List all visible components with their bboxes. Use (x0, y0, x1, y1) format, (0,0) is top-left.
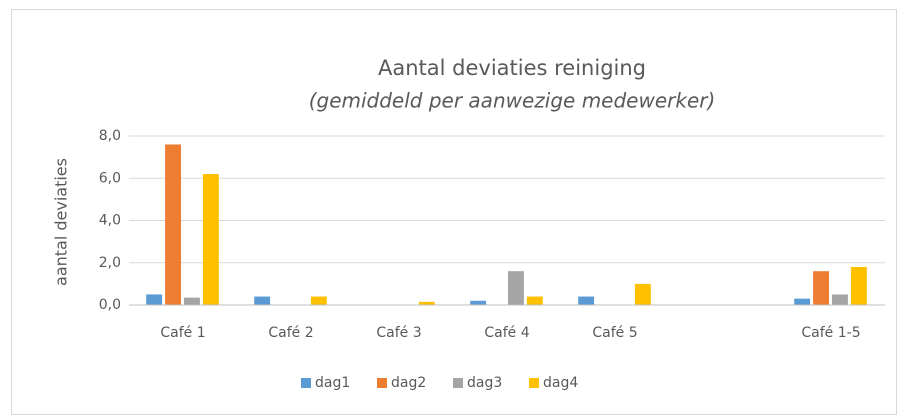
x-tick-label: Café 4 (484, 325, 529, 341)
legend-swatch (529, 378, 539, 388)
chart-title: Aantal deviaties reiniging (378, 56, 646, 80)
bar (254, 296, 271, 305)
chart-border (11, 9, 897, 415)
y-tick-label: 2,0 (99, 255, 121, 271)
bar (165, 144, 181, 305)
bar (184, 297, 200, 305)
legend-label: dag3 (467, 375, 502, 391)
x-tick-label: Café 3 (376, 325, 421, 341)
bar (418, 301, 435, 305)
y-tick-label: 6,0 (99, 170, 121, 186)
x-tick-label: Café 2 (268, 325, 313, 341)
x-tick-label: Café 1 (160, 325, 205, 341)
legend-swatch (301, 378, 311, 388)
bar (578, 296, 595, 305)
legend-label: dag4 (543, 375, 578, 391)
bar (310, 296, 327, 305)
bar (850, 266, 867, 305)
legend-swatch (377, 378, 387, 388)
y-tick-label: 4,0 (99, 213, 121, 229)
chart-subtitle: (gemiddeld per aanwezige medewerker) (309, 89, 716, 113)
bar (526, 296, 543, 305)
x-tick-label: Café 1-5 (801, 325, 860, 341)
legend-label: dag2 (391, 375, 426, 391)
y-axis-label: aantal deviaties (52, 158, 71, 286)
y-tick-label: 8,0 (99, 128, 121, 144)
bar (794, 298, 811, 305)
bar (470, 300, 487, 305)
legend-swatch (453, 378, 463, 388)
y-tick-label: 0,0 (99, 297, 121, 313)
bar (146, 294, 163, 305)
bar (634, 283, 651, 305)
x-tick-label: Café 5 (592, 325, 637, 341)
bar (813, 271, 829, 305)
bar (202, 174, 219, 305)
bar (832, 294, 848, 305)
legend-label: dag1 (315, 375, 350, 391)
bar (508, 271, 524, 305)
